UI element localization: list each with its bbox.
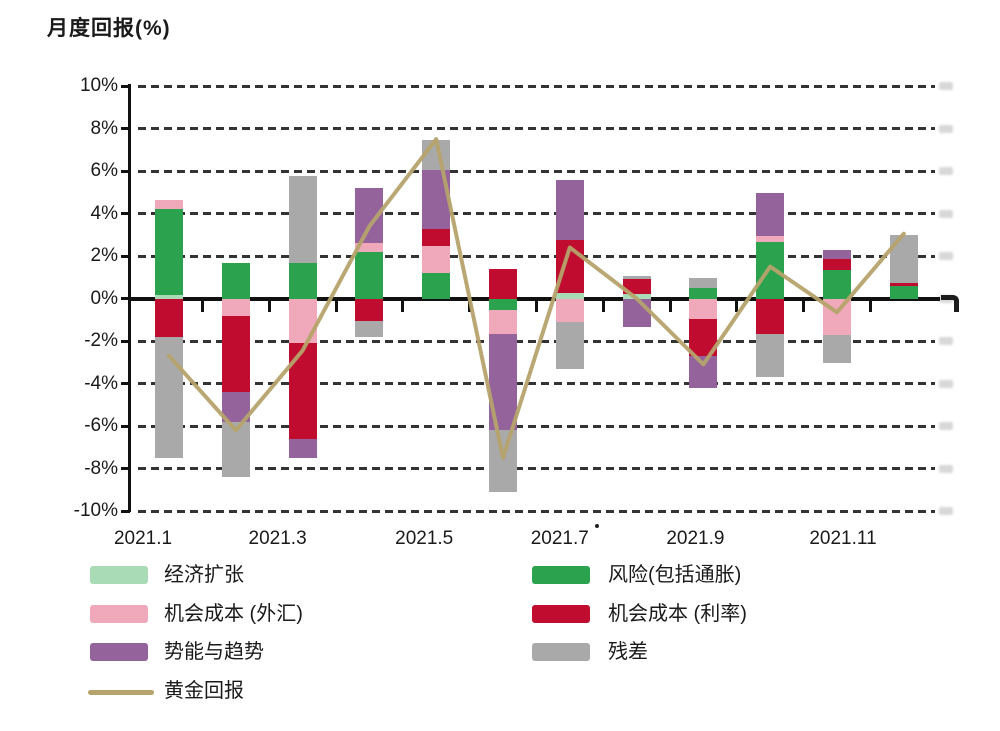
y-axis-label: 2%: [90, 245, 118, 266]
x-axis-label: 2021.9: [666, 528, 725, 549]
y-axis-tick: [121, 169, 130, 173]
legend-swatch-momentum: [90, 643, 148, 661]
y-axis-label: -8%: [84, 457, 118, 479]
y-axis-label: 4%: [90, 202, 118, 224]
legend-label-gold_line: 黄金回报: [164, 680, 244, 702]
x-axis-label: 2021.11: [809, 528, 877, 549]
gridline: [138, 467, 935, 470]
gridline: [138, 509, 935, 513]
y-axis-label: 0%: [90, 287, 118, 309]
right-axis-faint-label: [939, 422, 953, 430]
y-axis-tick: [121, 509, 130, 513]
y-axis-tick: [121, 339, 130, 343]
right-axis-faint-label: [939, 167, 953, 175]
right-axis-faint-label: [939, 507, 953, 515]
legend-swatch-residual: [532, 643, 590, 661]
y-axis-tick: [121, 212, 130, 215]
y-axis-label: -6%: [84, 415, 118, 436]
chart-title: 月度回报(%): [47, 17, 171, 40]
y-axis-tick: [121, 254, 130, 258]
legend-swatch-fx: [90, 605, 148, 623]
y-axis-label: 8%: [90, 117, 118, 139]
legend-label-economic: 经济扩张: [164, 564, 244, 586]
legend-swatch-risk: [532, 566, 590, 584]
y-axis-tick: [121, 84, 130, 88]
stray-dot-artifact: [595, 524, 599, 528]
legend-swatch-rates: [532, 605, 590, 623]
y-axis-label: -4%: [84, 372, 118, 394]
right-axis-faint-label: [939, 337, 953, 345]
legend-line-gold_line: [88, 690, 154, 695]
y-axis-label: 6%: [90, 160, 118, 181]
right-axis-faint-label: [939, 252, 953, 260]
y-axis-label: 10%: [79, 75, 118, 96]
right-axis-faint-label: [939, 379, 953, 388]
right-axis-faint-label: [939, 82, 953, 90]
legend-label-fx: 机会成本 (外汇): [164, 603, 303, 625]
x-axis-label: 2021.1: [113, 528, 173, 549]
y-axis-label: -2%: [84, 330, 118, 351]
x-axis-label: 2021.5: [395, 528, 454, 549]
y-axis-tick: [121, 382, 130, 385]
y-axis-tick: [121, 467, 130, 470]
legend-label-momentum: 势能与趋势: [164, 641, 264, 663]
y-axis-tick: [121, 297, 130, 300]
legend-swatch-economic: [90, 566, 148, 584]
legend-label-risk: 风险(包括通胀): [608, 564, 742, 586]
y-axis-label: -10%: [73, 500, 118, 521]
right-axis-faint-label: [939, 124, 953, 133]
gridline: [138, 84, 935, 88]
right-axis-faint-label: [939, 464, 953, 473]
x-axis-label: 2021.3: [248, 528, 307, 549]
y-axis-tick: [121, 424, 130, 428]
y-axis-tick: [121, 127, 130, 130]
x-axis-label: 2021.7: [530, 528, 589, 549]
axis-end-hook: [941, 294, 959, 312]
gridline: [138, 127, 935, 130]
legend-label-residual: 残差: [608, 641, 648, 663]
legend-label-rates: 机会成本 (利率): [608, 603, 747, 625]
right-axis-faint-label: [939, 209, 953, 218]
